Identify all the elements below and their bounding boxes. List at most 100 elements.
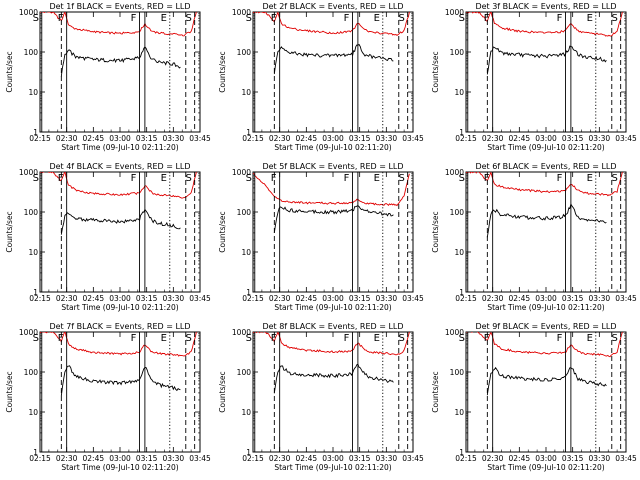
event-marker-label: F — [557, 333, 563, 344]
events-series-line — [273, 363, 394, 394]
y-tick-label: 100 — [24, 208, 39, 217]
event-marker-label: S — [398, 13, 404, 24]
plot-frame — [252, 331, 414, 453]
x-tick-label: 03:45 — [615, 134, 637, 143]
x-axis-label: Start Time (09-Jul-10 02:11:20) — [487, 463, 604, 472]
y-tick-label: 1 — [246, 448, 251, 457]
panel-title: Det 7f BLACK = Events, RED = LLD — [49, 322, 190, 331]
x-tick-label: 03:15 — [349, 454, 371, 463]
event-marker-label: S — [246, 173, 252, 184]
event-marker-label: F — [58, 173, 64, 184]
y-tick-label: 10 — [28, 408, 38, 417]
event-marker-label: F — [484, 13, 490, 24]
plot-frame — [39, 171, 201, 293]
x-tick-label: 02:15 — [455, 454, 477, 463]
event-marker-label: S — [459, 13, 465, 24]
x-tick-label: 02:15 — [242, 454, 264, 463]
x-tick-label: 03:30 — [589, 454, 611, 463]
x-tick-label: 02:30 — [56, 134, 78, 143]
y-axis-label: Counts/sec — [5, 51, 14, 92]
event-marker-label: E — [161, 333, 167, 344]
x-tick-label: 02:30 — [269, 134, 291, 143]
events-series-line — [486, 366, 607, 396]
event-marker-label: S — [459, 173, 465, 184]
detector-panel: Det 7f BLACK = Events, RED = LLD 1 10 100 10… — [5, 322, 211, 472]
x-tick-label: 02:45 — [83, 454, 105, 463]
x-tick-label: 02:45 — [509, 294, 531, 303]
event-marker-label: S — [33, 13, 39, 24]
plot-frame — [465, 11, 627, 133]
event-marker-label: E — [587, 173, 593, 184]
events-series-line — [486, 45, 607, 75]
x-tick-label: 03:00 — [109, 134, 131, 143]
y-tick-label: 1000 — [232, 8, 251, 17]
panel-title: Det 3f BLACK = Events, RED = LLD — [475, 2, 616, 11]
x-tick-label: 03:45 — [402, 134, 424, 143]
y-tick-label: 100 — [450, 208, 465, 217]
x-tick-label: 03:00 — [535, 454, 557, 463]
x-tick-label: 03:30 — [376, 294, 398, 303]
x-tick-label: 02:30 — [269, 294, 291, 303]
event-marker-label: S — [246, 13, 252, 24]
x-tick-label: 03:45 — [189, 454, 211, 463]
y-axis-label: Counts/sec — [431, 371, 440, 412]
events-series-line — [60, 208, 181, 235]
event-marker-label: F — [131, 13, 137, 24]
event-marker-label: F — [344, 173, 350, 184]
x-tick-label: 03:15 — [349, 134, 371, 143]
x-tick-label: 03:00 — [109, 294, 131, 303]
y-tick-label: 10 — [454, 248, 464, 257]
event-marker-label: F — [557, 13, 563, 24]
y-tick-label: 100 — [450, 368, 465, 377]
events-series-line — [273, 205, 394, 233]
event-marker-label: S — [185, 333, 191, 344]
detector-panel: Det 3f BLACK = Events, RED = LLD 1 10 100 10… — [431, 2, 637, 152]
panel-title: Det 5f BLACK = Events, RED = LLD — [262, 162, 403, 171]
y-tick-label: 1000 — [19, 168, 38, 177]
event-marker-label: E — [161, 13, 167, 24]
y-tick-label: 1000 — [445, 168, 464, 177]
event-marker-label: F — [484, 333, 490, 344]
x-tick-label: 03:15 — [562, 294, 584, 303]
panel-title: Det 2f BLACK = Events, RED = LLD — [262, 2, 403, 11]
panel-title: Det 4f BLACK = Events, RED = LLD — [49, 162, 190, 171]
y-axis-label: Counts/sec — [218, 211, 227, 252]
y-tick-label: 10 — [454, 88, 464, 97]
events-series-line — [60, 365, 181, 397]
x-tick-label: 03:00 — [322, 454, 344, 463]
x-tick-label: 02:45 — [509, 134, 531, 143]
y-tick-label: 1 — [459, 128, 464, 137]
event-marker-label: S — [33, 333, 39, 344]
y-tick-label: 1 — [246, 128, 251, 137]
event-marker-label: F — [271, 13, 277, 24]
event-marker-label: F — [271, 173, 277, 184]
y-tick-label: 1 — [459, 448, 464, 457]
event-marker-label: F — [271, 333, 277, 344]
y-tick-label: 10 — [241, 88, 251, 97]
x-tick-label: 02:45 — [83, 134, 105, 143]
event-marker-label: F — [344, 333, 350, 344]
event-marker-label: E — [374, 13, 380, 24]
event-marker-label: S — [611, 173, 617, 184]
x-tick-label: 03:00 — [322, 134, 344, 143]
x-axis-label: Start Time (09-Jul-10 02:11:20) — [487, 303, 604, 312]
event-marker-label: E — [161, 173, 167, 184]
x-axis-label: Start Time (09-Jul-10 02:11:20) — [61, 143, 178, 152]
x-tick-label: 03:30 — [376, 134, 398, 143]
y-tick-label: 1000 — [232, 328, 251, 337]
x-tick-label: 03:30 — [163, 134, 185, 143]
x-axis-label: Start Time (09-Jul-10 02:11:20) — [274, 463, 391, 472]
x-tick-label: 02:15 — [29, 294, 51, 303]
y-tick-label: 100 — [237, 208, 252, 217]
event-marker-label: S — [611, 13, 617, 24]
event-marker-label: E — [374, 173, 380, 184]
event-marker-label: E — [587, 333, 593, 344]
x-axis-label: Start Time (09-Jul-10 02:11:20) — [274, 303, 391, 312]
detector-panel: Det 9f BLACK = Events, RED = LLD 1 10 100 10… — [431, 322, 637, 472]
y-tick-label: 1 — [246, 288, 251, 297]
x-tick-label: 03:15 — [349, 294, 371, 303]
x-tick-label: 03:30 — [589, 134, 611, 143]
x-tick-label: 02:30 — [56, 454, 78, 463]
y-axis-label: Counts/sec — [5, 211, 14, 252]
